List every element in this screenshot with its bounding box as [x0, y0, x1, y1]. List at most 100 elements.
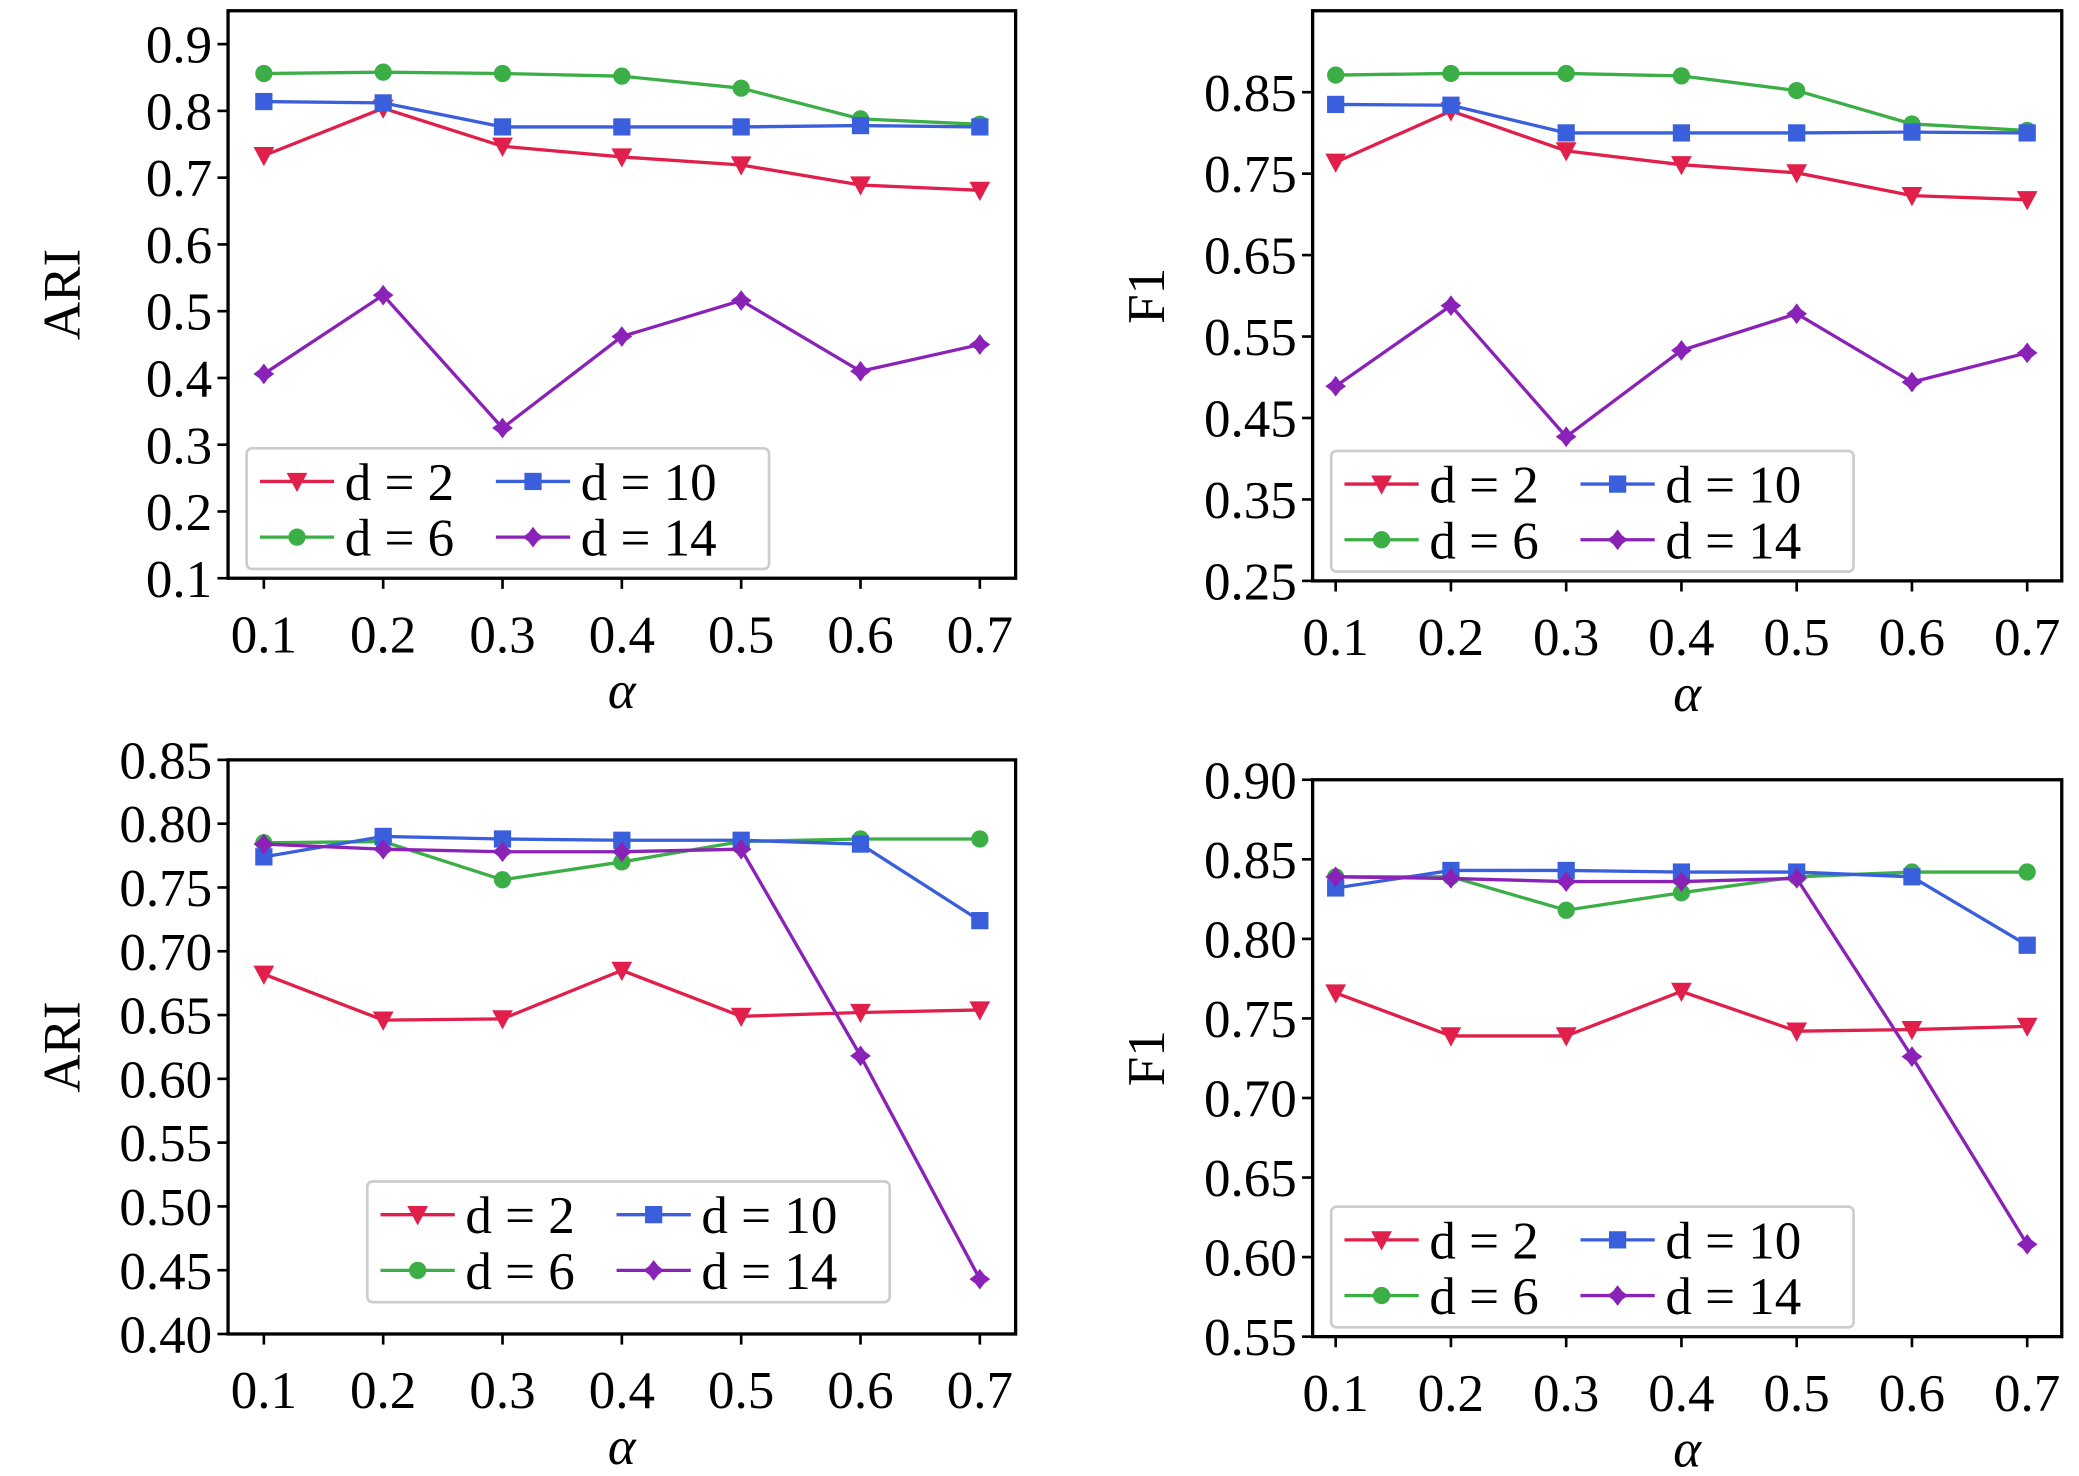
legend-marker [1372, 1286, 1391, 1305]
x-tick-label: 0.7 [1994, 1365, 2060, 1423]
y-tick-label: 0.65 [119, 988, 212, 1046]
x-tick-label: 0.1 [231, 606, 297, 664]
marker [1903, 123, 1921, 141]
legend-marker [1372, 531, 1391, 549]
marker [492, 841, 513, 863]
marker [1786, 868, 1808, 889]
x-tick-label: 0.4 [589, 1362, 655, 1420]
legend-label: d = 6 [1429, 512, 1538, 570]
marker [611, 326, 633, 347]
marker [850, 360, 871, 382]
x-tick-label: 0.2 [1418, 609, 1484, 667]
marker [2018, 936, 2036, 954]
x-tick-label: 0.1 [1303, 1365, 1369, 1423]
marker [730, 1007, 752, 1027]
x-axis-label: α [1673, 665, 1702, 723]
y-axis-label: ARI [34, 1001, 92, 1092]
marker [969, 334, 991, 355]
legend-marker [645, 1206, 663, 1224]
y-axis-label: F1 [1118, 268, 1176, 324]
marker [1671, 339, 1692, 361]
marker [2016, 342, 2038, 364]
legend-box [365, 1180, 891, 1304]
legend-label: d = 10 [701, 1187, 837, 1245]
panel: 0.40 0.45 0.50 0.55 0.600.65 0.70 0.75 0.80 0.85… [34, 732, 1018, 1476]
marker [1788, 124, 1806, 142]
marker [1440, 1027, 1462, 1047]
marker [1327, 66, 1345, 84]
y-tick-label: 0.45 [119, 1243, 212, 1301]
y-tick-label: 0.25 [1204, 553, 1297, 611]
x-tick-label: 0.5 [708, 1362, 774, 1420]
x-tick-label: 0.4 [1648, 609, 1714, 667]
marker [1903, 868, 1921, 886]
marker [851, 116, 870, 135]
marker [253, 147, 275, 167]
marker [611, 841, 633, 863]
marker [1671, 871, 1692, 892]
marker [613, 67, 631, 85]
legend-label: d = 10 [581, 454, 717, 512]
plot-frame [1310, 778, 2064, 1339]
x-tick-label: 0.3 [1533, 609, 1599, 667]
y-tick-label: 0.70 [119, 924, 212, 982]
y-tick-label: 0.40 [119, 1307, 212, 1365]
marker [1555, 1027, 1577, 1047]
marker [1786, 303, 1808, 325]
y-tick-label: 0.4 [146, 351, 212, 409]
legend-box [245, 446, 771, 571]
legend-marker [1607, 529, 1628, 551]
x-tick-label: 0.6 [827, 1362, 893, 1420]
y-tick-label: 0.5 [146, 284, 212, 342]
y-tick-label: 0.75 [1204, 991, 1297, 1049]
x-tick-label: 0.3 [469, 1362, 535, 1420]
y-tick-label: 0.6 [146, 217, 212, 275]
legend-box [1329, 1205, 1855, 1329]
marker [493, 871, 512, 889]
x-axis-label: α [1673, 1421, 1702, 1476]
legend-label: d = 14 [1665, 1268, 1801, 1326]
x-tick-label: 0.6 [1879, 609, 1945, 667]
marker [1557, 64, 1575, 83]
marker [493, 118, 512, 136]
y-tick-label: 0.9 [146, 17, 212, 75]
y-tick-label: 0.80 [1204, 911, 1297, 969]
y-tick-label: 0.55 [119, 1115, 212, 1173]
marker [730, 290, 752, 311]
y-tick-label: 0.2 [146, 484, 212, 542]
marker [492, 1010, 513, 1030]
series-line [1335, 875, 2029, 1246]
marker [969, 1001, 991, 1021]
marker [1786, 1022, 1808, 1042]
y-tick-label: 0.85 [1204, 832, 1297, 890]
y-tick-label: 0.85 [1204, 65, 1297, 123]
y-tick-label: 0.65 [1204, 228, 1297, 286]
marker [253, 833, 275, 855]
marker [850, 1045, 871, 1067]
legend-label: d = 2 [1429, 457, 1538, 515]
plot-frame [226, 758, 1018, 1336]
marker [1672, 67, 1691, 85]
legend-marker [1371, 1231, 1392, 1251]
marker [1327, 95, 1345, 114]
marker [2016, 191, 2038, 211]
marker [850, 1003, 871, 1024]
marker [851, 835, 870, 853]
legend-label: d = 2 [465, 1187, 574, 1245]
marker [374, 94, 392, 112]
legend-marker [524, 472, 542, 491]
legend-box [1329, 449, 1855, 573]
marker [1786, 164, 1808, 184]
x-tick-label: 0.6 [827, 606, 893, 664]
x-tick-label: 0.4 [589, 606, 655, 664]
plot-frame [226, 9, 1018, 580]
marker [372, 284, 394, 306]
series-line [1334, 303, 2028, 439]
legend-label: d = 14 [701, 1243, 837, 1301]
y-tick-label: 0.85 [119, 732, 212, 790]
x-tick-label: 0.1 [231, 1362, 297, 1420]
marker [1440, 295, 1462, 316]
panel: 0.55 0.60 0.65 0.70 0.75 0.80 0.85 0.90 0.1 0.2 0.… [1118, 752, 2064, 1476]
y-tick-label: 0.7 [146, 150, 212, 208]
marker [1557, 124, 1575, 142]
